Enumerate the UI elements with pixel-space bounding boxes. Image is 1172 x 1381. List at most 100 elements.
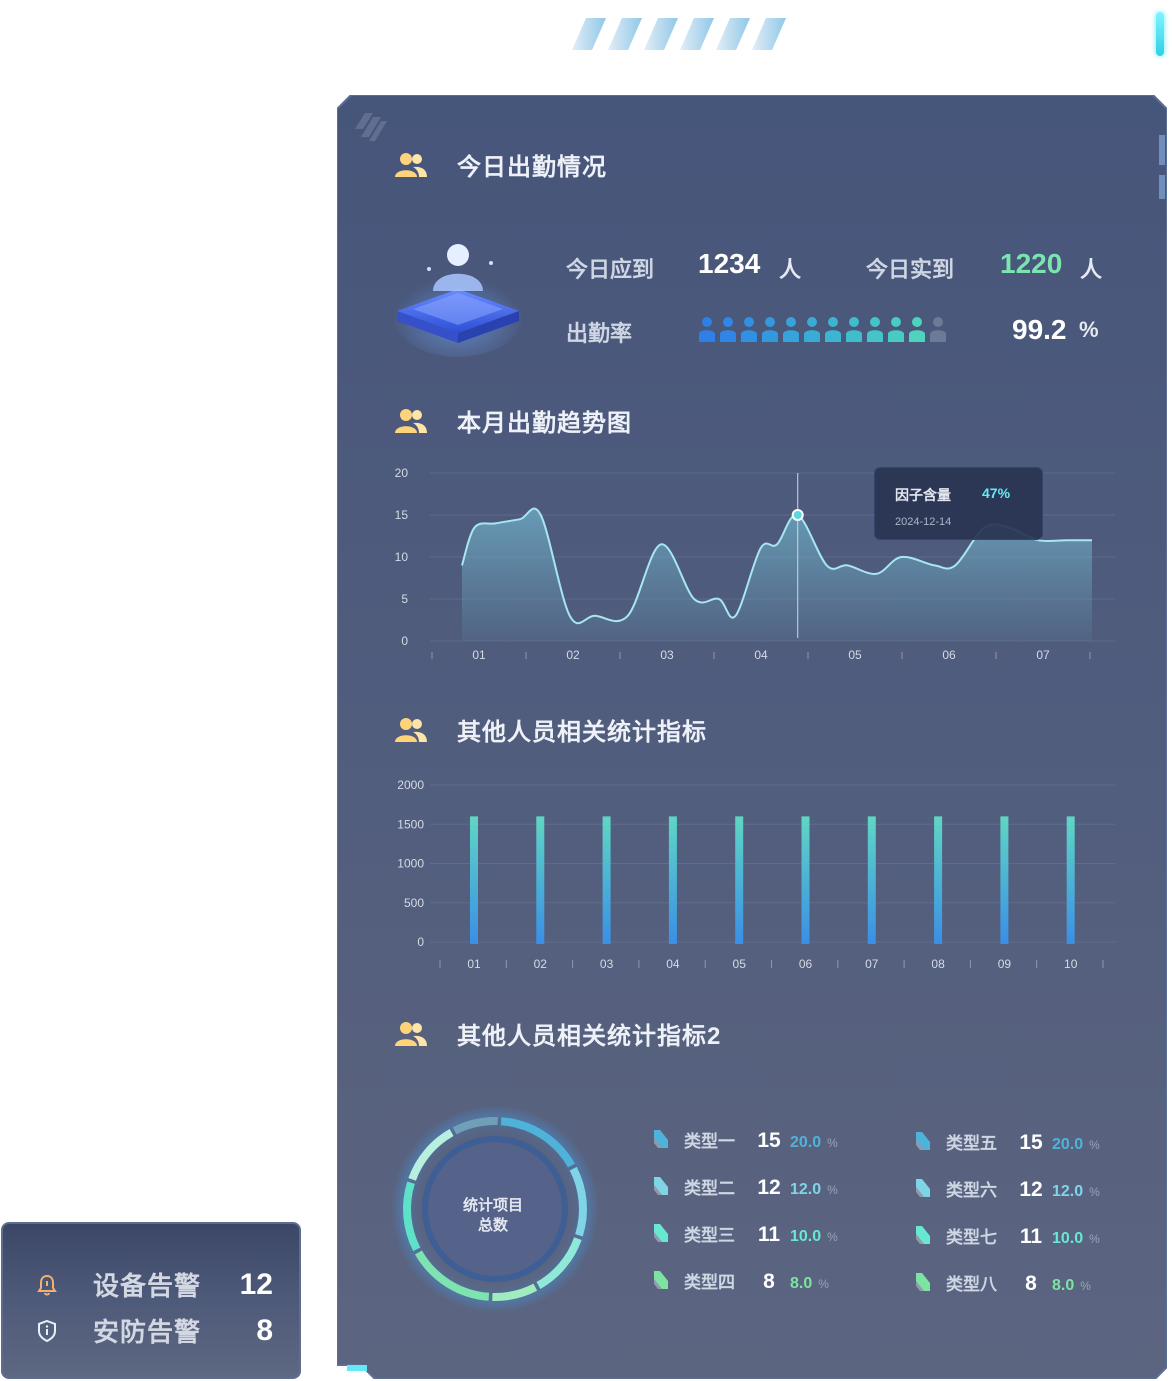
y-tick-label: 0 <box>401 634 408 648</box>
area-fill <box>462 508 1092 641</box>
legend-name: 类型二 <box>684 1179 735 1198</box>
donut-slice[interactable] <box>492 1283 538 1301</box>
person-icon <box>909 317 925 342</box>
person-icon <box>762 317 778 342</box>
legend-name: 类型四 <box>684 1273 735 1292</box>
expected-label: 今日应到 <box>566 257 655 282</box>
donut-center-line2: 总数 <box>477 1217 508 1234</box>
legend-item[interactable]: 类型七 11 10.0% <box>916 1223 1100 1248</box>
legend-percent: 12.0 <box>1052 1183 1084 1200</box>
section-title-monthly-trend: 本月出勤趋势图 <box>395 403 632 438</box>
legend-item[interactable]: 类型四 8 8.0% <box>654 1268 829 1293</box>
users-icon <box>395 152 427 177</box>
section-title-attendance-today: 今日出勤情况 <box>395 147 607 182</box>
donut-slice[interactable] <box>403 1181 421 1252</box>
bar[interactable] <box>536 816 545 944</box>
alarm-name: 设备告警 <box>93 1271 202 1301</box>
attendance-rate-people-bar <box>698 316 947 342</box>
header-stripes-decoration <box>572 18 786 50</box>
legend-percent-unit: % <box>1089 1232 1100 1246</box>
x-tick-label: 03 <box>660 648 674 662</box>
bar[interactable] <box>801 816 810 944</box>
legend-item[interactable]: 类型八 8 8.0% <box>916 1270 1091 1295</box>
y-tick-label: 2000 <box>397 778 424 792</box>
legend-percent-unit: % <box>1080 1279 1091 1293</box>
bar[interactable] <box>1000 816 1009 944</box>
alarm-row-security[interactable]: 安防告警 8 <box>35 1312 273 1349</box>
section-title-text: 其他人员相关统计指标 <box>457 719 707 746</box>
legend-value: 11 <box>757 1223 781 1246</box>
person-icon <box>846 317 862 342</box>
person-icon <box>699 317 715 342</box>
bar[interactable] <box>602 816 611 944</box>
legend-value: 8 <box>1025 1272 1037 1295</box>
legend-item[interactable]: 类型六 12 12.0% <box>916 1176 1100 1201</box>
legend-item[interactable]: 类型二 12 12.0% <box>654 1174 838 1199</box>
donut-slice[interactable] <box>569 1166 587 1237</box>
highlight-point[interactable] <box>793 511 802 519</box>
person-icon <box>783 317 799 342</box>
legend-percent-unit: % <box>818 1277 829 1291</box>
legend-name: 类型一 <box>684 1132 735 1151</box>
legend-percent: 8.0 <box>1052 1277 1075 1294</box>
alarm-row-device[interactable]: 设备告警 12 <box>35 1266 273 1303</box>
bar[interactable] <box>867 816 876 944</box>
donut-center-line1: 统计项目 <box>462 1197 523 1214</box>
legend-item[interactable]: 类型五 15 20.0% <box>916 1129 1100 1154</box>
legend-item[interactable]: 类型一 15 20.0% <box>654 1127 838 1152</box>
legend-percent: 12.0 <box>790 1181 822 1198</box>
bar[interactable] <box>668 816 677 944</box>
x-tick-label: 04 <box>754 648 768 662</box>
legend-percent: 8.0 <box>790 1275 813 1292</box>
y-tick-label: 15 <box>395 508 409 522</box>
x-tick-label: 10 <box>1064 957 1078 971</box>
legend-name: 类型八 <box>946 1275 997 1294</box>
donut-inner-disc <box>422 1136 568 1282</box>
legend-value: 11 <box>1019 1225 1043 1248</box>
x-tick-label: 06 <box>942 648 956 662</box>
person-icon <box>741 317 757 342</box>
alarm-name: 安防告警 <box>93 1317 202 1347</box>
bell-icon <box>37 1274 57 1295</box>
y-tick-label: 5 <box>401 592 408 606</box>
y-tick-label: 0 <box>417 935 424 949</box>
bar[interactable] <box>470 816 478 944</box>
dashboard-panel: 今日出勤情况 今日应到 1234 人 今日实到 1220 人 出勤率 99.2 … <box>337 95 1167 1379</box>
x-tick-label: 08 <box>931 957 945 971</box>
section-title-other-stats2: 其他人员相关统计指标2 <box>395 1016 721 1051</box>
x-tick-label: 07 <box>865 957 879 971</box>
person-icon <box>888 317 904 342</box>
y-tick-label: 20 <box>395 466 409 480</box>
donut-slice[interactable] <box>452 1117 498 1135</box>
x-tick-label: 02 <box>534 957 548 971</box>
tooltip-date: 2024-12-14 <box>895 516 952 528</box>
x-tick-label: 05 <box>848 648 862 662</box>
legend-marker-icon <box>654 1224 668 1242</box>
users-icon <box>395 408 427 433</box>
other-stats-bar-chart: 0 500 1000 1500 2000 01 02 03 04 05 06 07 08 09 10 <box>397 778 1115 971</box>
bar[interactable] <box>1066 816 1075 944</box>
legend-value: 15 <box>757 1129 781 1152</box>
rate-value: 99.2 <box>1012 314 1067 345</box>
actual-value: 1220 <box>1000 248 1063 279</box>
x-tick-label: 01 <box>467 957 481 971</box>
donut-slice[interactable] <box>408 1128 454 1181</box>
actual-unit: 人 <box>1080 257 1103 282</box>
legend-item[interactable]: 类型三 11 10.0% <box>654 1221 838 1246</box>
legend-marker-icon <box>654 1130 668 1148</box>
donut-slice[interactable] <box>414 1250 490 1301</box>
donut-slice[interactable] <box>536 1237 582 1290</box>
rate-label: 出勤率 <box>566 321 633 346</box>
panel-frame <box>337 95 1167 1379</box>
person-icon <box>720 317 736 342</box>
legend-percent: 20.0 <box>790 1134 822 1151</box>
x-tick-label: 03 <box>600 957 614 971</box>
section-title-text: 本月出勤趋势图 <box>457 410 632 437</box>
attendance-illustration <box>392 244 524 357</box>
legend-name: 类型六 <box>946 1181 997 1200</box>
bar[interactable] <box>735 816 744 944</box>
donut-slice[interactable] <box>500 1117 576 1168</box>
bar[interactable] <box>934 816 943 944</box>
y-tick-label: 1500 <box>397 817 424 831</box>
legend-percent-unit: % <box>1089 1185 1100 1199</box>
